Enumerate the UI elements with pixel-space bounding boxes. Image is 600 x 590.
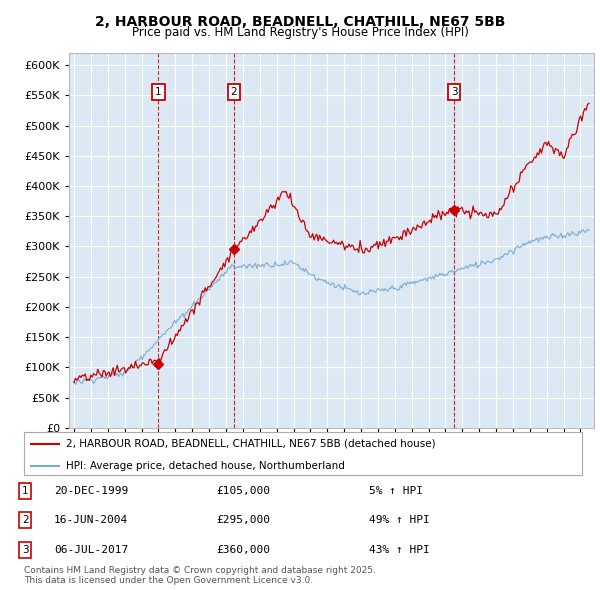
Text: 49% ↑ HPI: 49% ↑ HPI [369, 516, 430, 525]
Text: 2, HARBOUR ROAD, BEADNELL, CHATHILL, NE67 5BB (detached house): 2, HARBOUR ROAD, BEADNELL, CHATHILL, NE6… [66, 439, 436, 449]
Text: 43% ↑ HPI: 43% ↑ HPI [369, 545, 430, 555]
Text: 2: 2 [230, 87, 237, 97]
Text: 20-DEC-1999: 20-DEC-1999 [54, 486, 128, 496]
Text: 2: 2 [22, 516, 29, 525]
Text: 06-JUL-2017: 06-JUL-2017 [54, 545, 128, 555]
Text: Contains HM Land Registry data © Crown copyright and database right 2025.
This d: Contains HM Land Registry data © Crown c… [24, 566, 376, 585]
Text: £295,000: £295,000 [216, 516, 270, 525]
Text: 3: 3 [451, 87, 458, 97]
Text: £105,000: £105,000 [216, 486, 270, 496]
Text: 1: 1 [22, 486, 29, 496]
Text: Price paid vs. HM Land Registry's House Price Index (HPI): Price paid vs. HM Land Registry's House … [131, 26, 469, 39]
Text: 1: 1 [155, 87, 162, 97]
Text: £360,000: £360,000 [216, 545, 270, 555]
Text: 2, HARBOUR ROAD, BEADNELL, CHATHILL, NE67 5BB: 2, HARBOUR ROAD, BEADNELL, CHATHILL, NE6… [95, 15, 505, 29]
Text: 16-JUN-2004: 16-JUN-2004 [54, 516, 128, 525]
Text: HPI: Average price, detached house, Northumberland: HPI: Average price, detached house, Nort… [66, 461, 345, 471]
Text: 3: 3 [22, 545, 29, 555]
Text: 5% ↑ HPI: 5% ↑ HPI [369, 486, 423, 496]
